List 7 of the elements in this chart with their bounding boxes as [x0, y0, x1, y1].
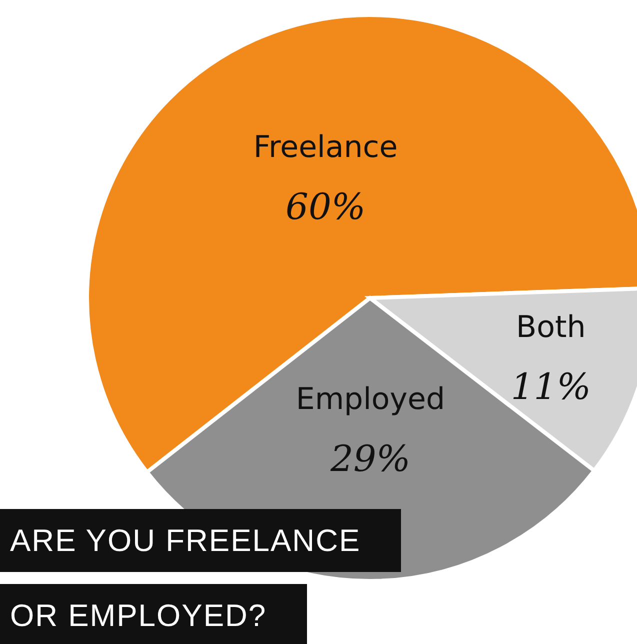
data-label: 29% — [329, 439, 410, 480]
data-label: 11% — [510, 367, 591, 408]
chart-title: ARE YOU FREELANCE OR EMPLOYED? — [10, 523, 361, 633]
slice-label: Both — [516, 310, 586, 346]
slice-label: Employed — [296, 382, 446, 417]
slice-label: Freelance — [253, 130, 398, 165]
data-label: 60% — [286, 186, 366, 228]
